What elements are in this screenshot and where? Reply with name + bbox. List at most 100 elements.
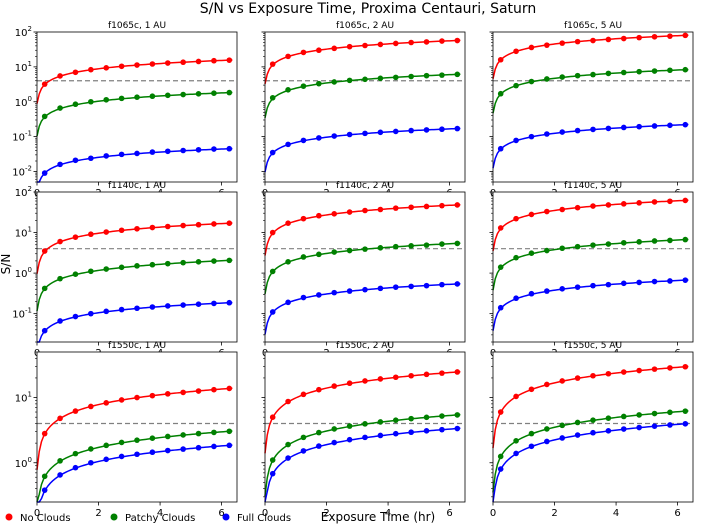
data-point-no-clouds xyxy=(392,374,399,381)
data-point-no-clouds xyxy=(636,34,642,41)
data-point-full-clouds xyxy=(331,439,338,446)
series-patchy-clouds xyxy=(264,71,461,119)
data-point-no-clouds xyxy=(149,61,156,67)
data-point-no-clouds xyxy=(269,229,276,236)
data-point-full-clouds xyxy=(590,282,596,289)
series-full-clouds xyxy=(492,121,689,169)
data-point-full-clouds xyxy=(377,285,384,292)
data-point-full-clouds xyxy=(300,294,307,301)
data-point-no-clouds xyxy=(362,207,368,214)
data-point-full-clouds xyxy=(392,284,399,290)
data-point-patchy-clouds xyxy=(513,254,519,261)
data-point-no-clouds xyxy=(513,393,519,400)
data-point-patchy-clouds xyxy=(285,87,291,93)
data-point-no-clouds xyxy=(528,44,535,51)
data-point-full-clouds xyxy=(226,299,233,306)
data-point-no-clouds xyxy=(180,59,186,66)
data-point-patchy-clouds xyxy=(211,429,217,436)
panel-title: f1140c, 1 AU xyxy=(108,181,166,191)
data-point-no-clouds xyxy=(439,370,445,376)
data-point-full-clouds xyxy=(408,283,414,290)
data-point-patchy-clouds xyxy=(528,430,535,437)
series-no-clouds xyxy=(264,202,461,256)
data-point-patchy-clouds xyxy=(285,441,291,448)
data-point-patchy-clouds xyxy=(316,251,322,258)
data-point-patchy-clouds xyxy=(574,72,581,79)
x-tick-label: 0 xyxy=(262,508,268,519)
data-point-patchy-clouds xyxy=(118,95,125,102)
data-point-no-clouds xyxy=(346,380,353,387)
data-point-patchy-clouds xyxy=(620,413,627,420)
data-point-patchy-clouds xyxy=(103,96,110,103)
data-point-full-clouds xyxy=(528,443,535,450)
data-point-full-clouds xyxy=(285,141,291,148)
data-point-patchy-clouds xyxy=(513,438,519,444)
data-point-no-clouds xyxy=(134,225,140,232)
data-point-patchy-clouds xyxy=(226,257,233,264)
data-point-full-clouds xyxy=(269,149,276,156)
panel-f1550c-2-au: f1550c, 2 AU 0 2 4 6 xyxy=(261,341,466,519)
data-point-patchy-clouds xyxy=(57,275,63,282)
data-point-patchy-clouds xyxy=(439,241,445,247)
data-point-patchy-clouds xyxy=(423,242,430,248)
data-point-patchy-clouds xyxy=(544,247,550,254)
data-point-no-clouds xyxy=(636,367,642,374)
data-point-patchy-clouds xyxy=(682,408,689,414)
data-point-full-clouds xyxy=(88,459,94,466)
series-no-clouds xyxy=(36,385,233,470)
data-point-full-clouds xyxy=(180,302,186,308)
data-point-full-clouds xyxy=(211,300,217,307)
data-point-full-clouds xyxy=(454,281,461,287)
data-point-full-clouds xyxy=(362,434,368,441)
data-point-no-clouds xyxy=(226,57,233,63)
data-point-patchy-clouds xyxy=(377,245,384,251)
data-point-full-clouds xyxy=(620,426,627,432)
data-point-patchy-clouds xyxy=(118,264,125,271)
data-point-full-clouds xyxy=(636,123,642,130)
data-point-no-clouds xyxy=(423,371,430,378)
data-point-no-clouds xyxy=(211,221,217,227)
panel-title: f1140c, 5 AU xyxy=(564,181,622,191)
data-point-patchy-clouds xyxy=(164,92,171,99)
data-point-patchy-clouds xyxy=(620,69,627,76)
data-point-patchy-clouds xyxy=(362,246,368,252)
data-point-full-clouds xyxy=(300,448,307,454)
data-point-no-clouds xyxy=(41,430,48,437)
data-point-patchy-clouds xyxy=(269,94,276,101)
data-point-no-clouds xyxy=(667,198,673,205)
data-point-patchy-clouds xyxy=(574,419,581,426)
data-point-no-clouds xyxy=(57,238,63,245)
x-tick-label: 4 xyxy=(385,508,391,519)
y-axis-label: S/N xyxy=(0,254,13,275)
data-point-patchy-clouds xyxy=(331,79,338,85)
data-point-full-clouds xyxy=(497,304,504,311)
data-point-full-clouds xyxy=(497,466,504,472)
series-patchy-clouds xyxy=(36,89,233,137)
data-point-no-clouds xyxy=(362,42,368,49)
y-tick-label: 10-1 xyxy=(12,130,32,144)
data-point-no-clouds xyxy=(574,38,581,45)
data-point-full-clouds xyxy=(559,286,566,292)
data-point-no-clouds xyxy=(636,200,642,206)
data-point-full-clouds xyxy=(682,420,689,427)
data-point-patchy-clouds xyxy=(149,93,156,100)
x-tick-label: 6 xyxy=(218,508,224,519)
data-point-patchy-clouds xyxy=(667,237,673,244)
panels: f1065c, 1 AU 0 2 4 6 10-2 10-1 100 101 102 f1065c,… xyxy=(12,21,694,519)
data-point-no-clouds xyxy=(211,386,217,393)
data-point-full-clouds xyxy=(195,301,202,308)
data-point-patchy-clouds xyxy=(497,453,504,460)
data-point-no-clouds xyxy=(118,63,125,70)
data-point-patchy-clouds xyxy=(392,243,399,250)
data-point-patchy-clouds xyxy=(528,78,535,85)
data-point-full-clouds xyxy=(195,146,202,153)
data-point-full-clouds xyxy=(72,464,79,471)
data-point-patchy-clouds xyxy=(316,429,322,436)
data-point-no-clouds xyxy=(41,81,48,87)
data-point-full-clouds xyxy=(423,127,430,133)
series-no-clouds xyxy=(36,57,233,104)
data-point-patchy-clouds xyxy=(41,113,48,120)
data-point-patchy-clouds xyxy=(180,432,186,438)
data-point-full-clouds xyxy=(667,422,673,428)
series-patchy-clouds xyxy=(36,428,233,503)
